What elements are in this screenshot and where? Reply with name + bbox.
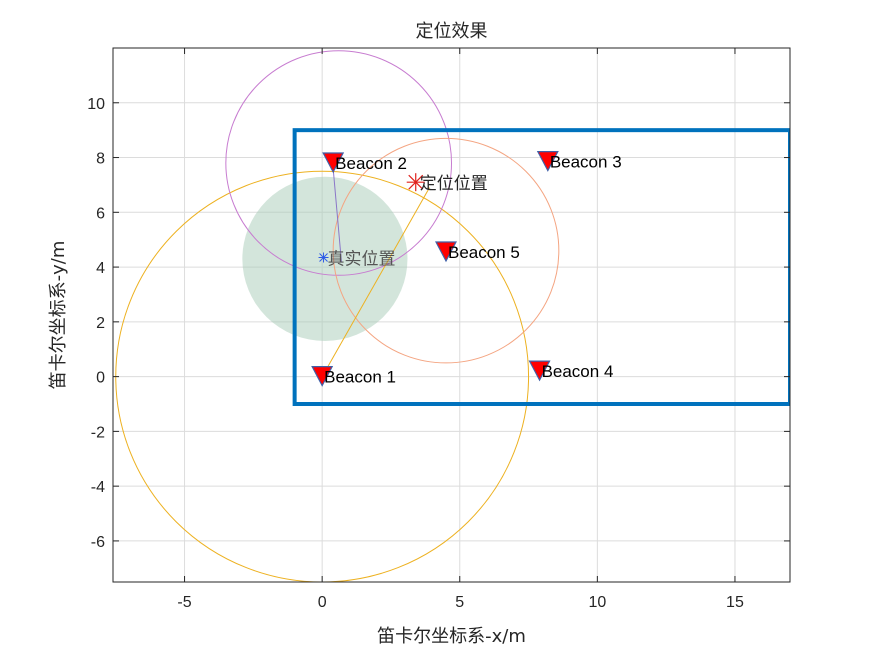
y-tick-label: 4 [96, 260, 105, 277]
beacon-marker [435, 241, 457, 263]
y-tick-label: 6 [96, 205, 105, 222]
y-tick-label: 8 [96, 151, 105, 168]
beacon-label: Beacon 3 [550, 153, 622, 172]
beacon-label: Beacon 4 [542, 362, 614, 381]
beacon-label: Beacon 2 [335, 154, 407, 173]
chart-title: 定位效果 [416, 21, 488, 42]
estimated-position-stroke [408, 174, 424, 190]
beacon-marker [528, 360, 551, 382]
plot-frame [112, 47, 791, 583]
x-tick-label: 15 [726, 594, 744, 611]
estimated-position-label: 定位位置 [420, 174, 488, 194]
region-boundary [292, 128, 790, 406]
axis-ticks: -5 0 5 10 15 -6 -4 -2 0 2 4 6 8 10 [87, 48, 790, 611]
x-tick-label: 5 [455, 594, 464, 611]
grid-lines [113, 48, 790, 582]
beacon-marker [536, 151, 559, 172]
connector-line [332, 168, 342, 262]
y-tick-label: -6 [91, 534, 105, 551]
y-tick-label: 0 [96, 370, 105, 387]
connector-line [321, 187, 430, 377]
y-tick-label: 10 [87, 96, 105, 113]
beacon-marker [311, 366, 334, 387]
plot-marks [115, 50, 790, 582]
true-position-stroke [319, 253, 328, 262]
x-tick-label: 0 [318, 594, 327, 611]
x-tick-label: 10 [588, 594, 606, 611]
true-position-label: 真实位置 [328, 249, 396, 269]
true-position-marker [318, 252, 329, 263]
plot-area [113, 48, 790, 582]
x-axis-label: 笛卡尔坐标系-x/m [377, 626, 526, 647]
range-circle [332, 137, 560, 364]
range-circle [225, 50, 452, 276]
x-tick-label: -5 [177, 594, 191, 611]
beacon-label: Beacon 1 [324, 368, 396, 387]
y-tick-label: 2 [96, 315, 105, 332]
y-tick-label: -2 [91, 424, 105, 441]
beacon-label: Beacon 5 [448, 243, 520, 262]
y-tick-label: -4 [91, 479, 105, 496]
estimated-position-marker [406, 173, 425, 192]
y-axis-label: 笛卡尔坐标系-y/m [48, 241, 69, 390]
beacon-marker [322, 152, 345, 174]
